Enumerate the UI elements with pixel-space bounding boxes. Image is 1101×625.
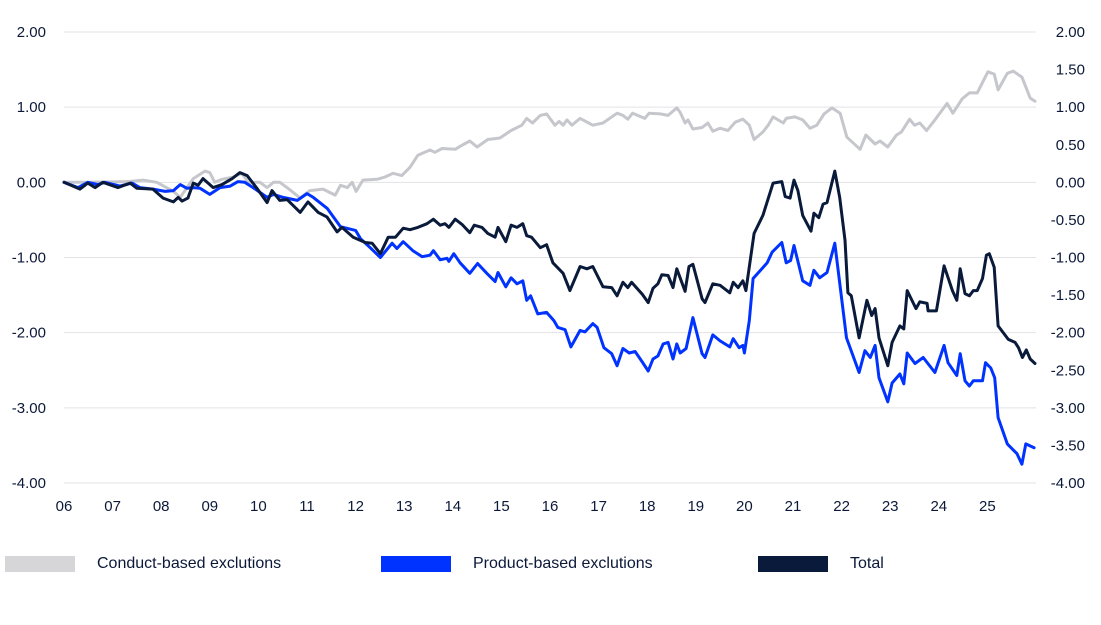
legend-label: Conduct-based exclutions — [97, 555, 282, 572]
x-tick-label: 19 — [687, 498, 704, 515]
x-tick-label: 07 — [104, 498, 121, 515]
x-tick-label: 20 — [736, 498, 753, 515]
x-tick-label: 13 — [396, 498, 413, 515]
x-tick-label: 24 — [930, 498, 947, 515]
y-left-tick-label: -1.00 — [12, 250, 46, 267]
y-right-tick-label: -2.50 — [1051, 362, 1085, 379]
y-left-tick-label: 0.00 — [17, 174, 46, 191]
y-left-tick-label: 2.00 — [17, 24, 46, 41]
series-line-total — [62, 169, 1037, 368]
legend-swatch-product — [381, 556, 451, 572]
y-right-tick-label: -0.50 — [1051, 212, 1085, 229]
y-left-tick-label: -3.00 — [12, 400, 46, 417]
series-lines — [62, 69, 1037, 466]
y-right-tick-label: -1.00 — [1051, 250, 1085, 267]
y-right-tick-label: 1.50 — [1056, 62, 1085, 79]
y-right-tick-label: -3.50 — [1051, 437, 1085, 454]
x-tick-label: 14 — [444, 498, 461, 515]
legend-swatch-total — [758, 556, 828, 572]
x-axis: 06 07 08 09 10 11 12 13 14 15 16 17 18 19 20 21 22 23 24 25 — [56, 498, 996, 515]
x-tick-label: 21 — [785, 498, 802, 515]
y-right-tick-label: 0.00 — [1056, 174, 1085, 191]
y-right-tick-label: -4.00 — [1051, 475, 1085, 492]
x-tick-label: 17 — [590, 498, 607, 515]
y-right-tick-label: -3.00 — [1051, 400, 1085, 417]
line-chart: 2.00 1.00 0.00 -1.00 -2.00 -3.00 -4.00 2.00 1.5… — [12, 24, 1085, 515]
y-left-tick-label: 1.00 — [17, 99, 46, 116]
y-right-tick-label: 2.00 — [1056, 24, 1085, 41]
legend-item-conduct: Conduct-based exclutions — [5, 553, 281, 575]
x-tick-label: 23 — [882, 498, 899, 515]
y-right-tick-label: 0.50 — [1056, 137, 1085, 154]
x-tick-label: 09 — [201, 498, 218, 515]
legend-swatch-conduct — [5, 556, 75, 572]
y-left-tick-label: -2.00 — [12, 325, 46, 342]
x-tick-label: 08 — [153, 498, 170, 515]
x-tick-label: 11 — [299, 498, 315, 515]
series-line-product — [62, 180, 1036, 466]
y-right-tick-label: -2.00 — [1051, 325, 1085, 342]
x-tick-label: 15 — [493, 498, 510, 515]
legend-label: Total — [850, 555, 884, 572]
x-tick-label: 25 — [979, 498, 996, 515]
legend-item-product: Product-based exclutions — [381, 553, 653, 575]
y-axis-right: 2.00 1.50 1.00 0.50 0.00 -0.50 -1.00 -1.50 -2.00… — [1051, 24, 1085, 492]
series-line-conduct — [62, 69, 1037, 200]
x-tick-label: 18 — [639, 498, 656, 515]
legend-item-total: Total — [758, 553, 884, 575]
legend-label: Product-based exclutions — [473, 555, 653, 572]
y-right-tick-label: 1.00 — [1056, 99, 1085, 116]
y-axis-left: 2.00 1.00 0.00 -1.00 -2.00 -3.00 -4.00 — [12, 24, 46, 492]
x-tick-label: 22 — [833, 498, 850, 515]
x-tick-label: 10 — [250, 498, 267, 515]
legend: Conduct-based exclutions Product-based e… — [0, 553, 1101, 575]
x-tick-label: 06 — [56, 498, 73, 515]
y-left-tick-label: -4.00 — [12, 475, 46, 492]
x-tick-label: 16 — [542, 498, 559, 515]
y-right-tick-label: -1.50 — [1051, 287, 1085, 304]
x-tick-label: 12 — [347, 498, 364, 515]
